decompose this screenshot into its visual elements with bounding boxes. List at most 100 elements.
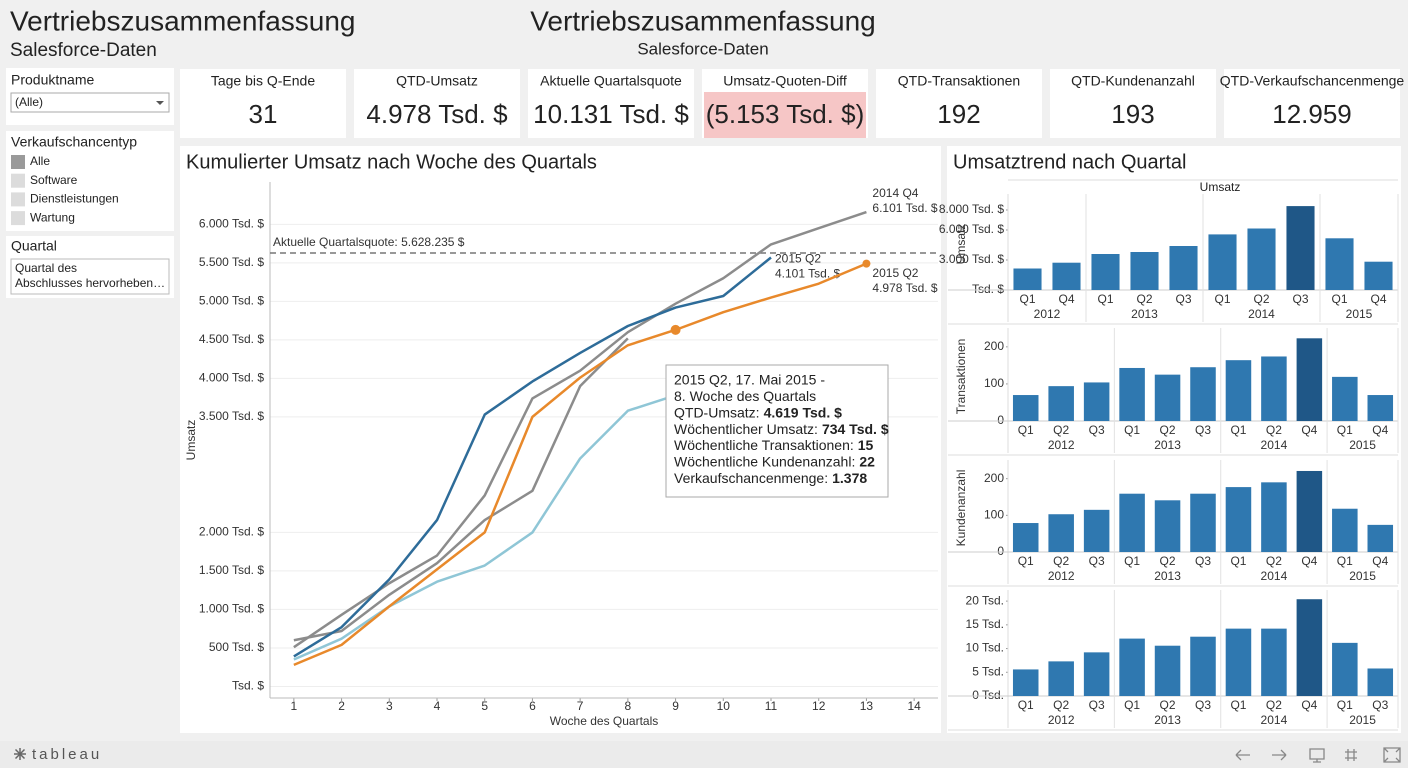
series-end-value: 4.101 Tsd. $ — [775, 267, 840, 281]
y-axis-label: Umsatz — [954, 224, 968, 265]
y-tick-label: 200 — [984, 339, 1004, 353]
point-marker — [862, 259, 871, 268]
y-axis-label: Kundenanzahl — [954, 470, 968, 547]
bar — [1367, 395, 1394, 421]
x-tick-label: Q1 — [1018, 554, 1034, 568]
device-button[interactable] — [1309, 748, 1325, 763]
year-label: 2015 — [1349, 569, 1376, 583]
tooltip-line: 2015 Q2, 17. Mai 2015 - — [674, 372, 825, 388]
x-tick-label: Q1 — [1124, 698, 1140, 712]
y-tick-label: 2.000 Tsd. $ — [199, 525, 264, 539]
x-tick-label: 3 — [386, 699, 393, 713]
x-tick-label: Q2 — [1266, 423, 1282, 437]
y-axis-label: Umsatz — [184, 420, 198, 461]
year-label: 2013 — [1154, 569, 1181, 583]
bar — [1190, 367, 1216, 421]
x-tick-label: Q3 — [1372, 698, 1388, 712]
filter-swatch — [11, 192, 25, 207]
x-tick-label: Q1 — [1018, 698, 1034, 712]
y-tick-label: 100 — [984, 508, 1004, 522]
kpi-label: Aktuelle Quartalsquote — [540, 73, 682, 89]
share-button[interactable] — [1345, 749, 1357, 761]
x-tick-label: Q2 — [1160, 423, 1176, 437]
y-tick-label: 5 Tsd. — [972, 664, 1004, 678]
x-tick-label: Q4 — [1301, 698, 1317, 712]
highlight-input[interactable] — [10, 258, 170, 295]
x-tick-label: 7 — [577, 699, 584, 713]
x-tick-label: 12 — [812, 699, 826, 713]
kpi-value: 193 — [1111, 99, 1154, 129]
bar — [1083, 652, 1110, 696]
tooltip-field-label: Wöchentliche Kundenanzahl: — [674, 453, 855, 469]
footer-controls — [1235, 747, 1401, 763]
series-end-value: 4.978 Tsd. $ — [872, 281, 937, 295]
x-tick-label: Q2 — [1253, 292, 1269, 306]
x-tick-label: Q4 — [1372, 554, 1388, 568]
x-tick-label: Q1 — [1018, 423, 1034, 437]
bar — [1296, 338, 1323, 421]
bar — [1247, 228, 1276, 290]
bar — [1261, 482, 1287, 552]
x-tick-label: Q1 — [1331, 292, 1347, 306]
bar — [1325, 238, 1354, 290]
x-tick-label: 1 — [291, 699, 298, 713]
y-tick-label: 8.000 Tsd. $ — [939, 202, 1004, 216]
y-tick-label: 5.000 Tsd. $ — [199, 294, 264, 308]
bar — [1048, 514, 1074, 552]
bar — [1130, 252, 1159, 290]
kpi-card — [1224, 69, 1400, 138]
bar — [1048, 661, 1074, 696]
year-label: 2014 — [1261, 569, 1288, 583]
bar — [1364, 261, 1393, 290]
kpi-label: Tage bis Q-Ende — [211, 73, 315, 89]
y-tick-label: 0 — [997, 544, 1004, 558]
logo: tableau — [32, 746, 102, 763]
x-tick-label: Q3 — [1089, 423, 1105, 437]
chart-title: Kumulierter Umsatz nach Woche des Quarta… — [186, 151, 597, 173]
x-tick-label: 6 — [529, 699, 536, 713]
back-button[interactable] — [1235, 749, 1250, 761]
bar — [1154, 374, 1181, 421]
point-marker — [670, 324, 681, 335]
bar — [1154, 500, 1181, 552]
tooltip-field-label: Verkaufschancenmenge: — [674, 470, 828, 486]
series-end-value: 6.101 Tsd. $ — [872, 201, 937, 215]
tooltip-field: Wöchentlicher Umsatz: 734 Tsd. $ — [674, 421, 889, 437]
x-tick-label: Q2 — [1053, 554, 1069, 568]
x-tick-label: Q1 — [1337, 554, 1353, 568]
y-axis-label: Transaktionen — [954, 339, 968, 415]
placeholder-line: Quartal des — [15, 261, 77, 275]
x-tick-label: Q3 — [1089, 554, 1105, 568]
bar — [1296, 470, 1323, 552]
x-tick-label: Q2 — [1160, 698, 1176, 712]
forward-button[interactable] — [1272, 749, 1287, 761]
y-tick-label: 100 — [984, 376, 1004, 390]
kpi-label: QTD-Kundenanzahl — [1071, 73, 1195, 89]
bar — [1190, 493, 1216, 552]
year-label: 2014 — [1261, 713, 1288, 727]
x-tick-label: 5 — [481, 699, 488, 713]
tooltip-field: QTD-Umsatz: 4.619 Tsd. $ — [674, 404, 842, 420]
x-tick-label: 8 — [625, 699, 632, 713]
filter-swatch — [11, 173, 25, 188]
tooltip-field-value: 1.378 — [832, 470, 867, 486]
year-label: 2012 — [1048, 438, 1075, 452]
y-tick-label: 10 Tsd. — [966, 641, 1004, 655]
filter-option: Dienstleistungen — [30, 192, 119, 206]
kpi-card — [1050, 69, 1216, 138]
kpi-label: QTD-Verkaufschancenmenge — [1220, 73, 1405, 89]
dropdown-arrow — [156, 101, 164, 105]
dashboard-title: Vertriebszusammenfassung — [10, 5, 356, 36]
y-tick-label: 1.000 Tsd. $ — [199, 602, 264, 616]
kpi-card — [180, 69, 346, 138]
kpi-value: 12.959 — [1272, 99, 1352, 129]
year-label: 2013 — [1154, 713, 1181, 727]
y-tick-label: 3.500 Tsd. $ — [199, 409, 264, 423]
fullscreen-button[interactable] — [1383, 747, 1401, 763]
trend-panel — [947, 146, 1401, 733]
y-tick-label: 200 — [984, 471, 1004, 485]
x-tick-label: Q3 — [1195, 423, 1211, 437]
y-tick-label: 5.500 Tsd. $ — [199, 255, 264, 269]
dropdown[interactable] — [10, 92, 170, 113]
